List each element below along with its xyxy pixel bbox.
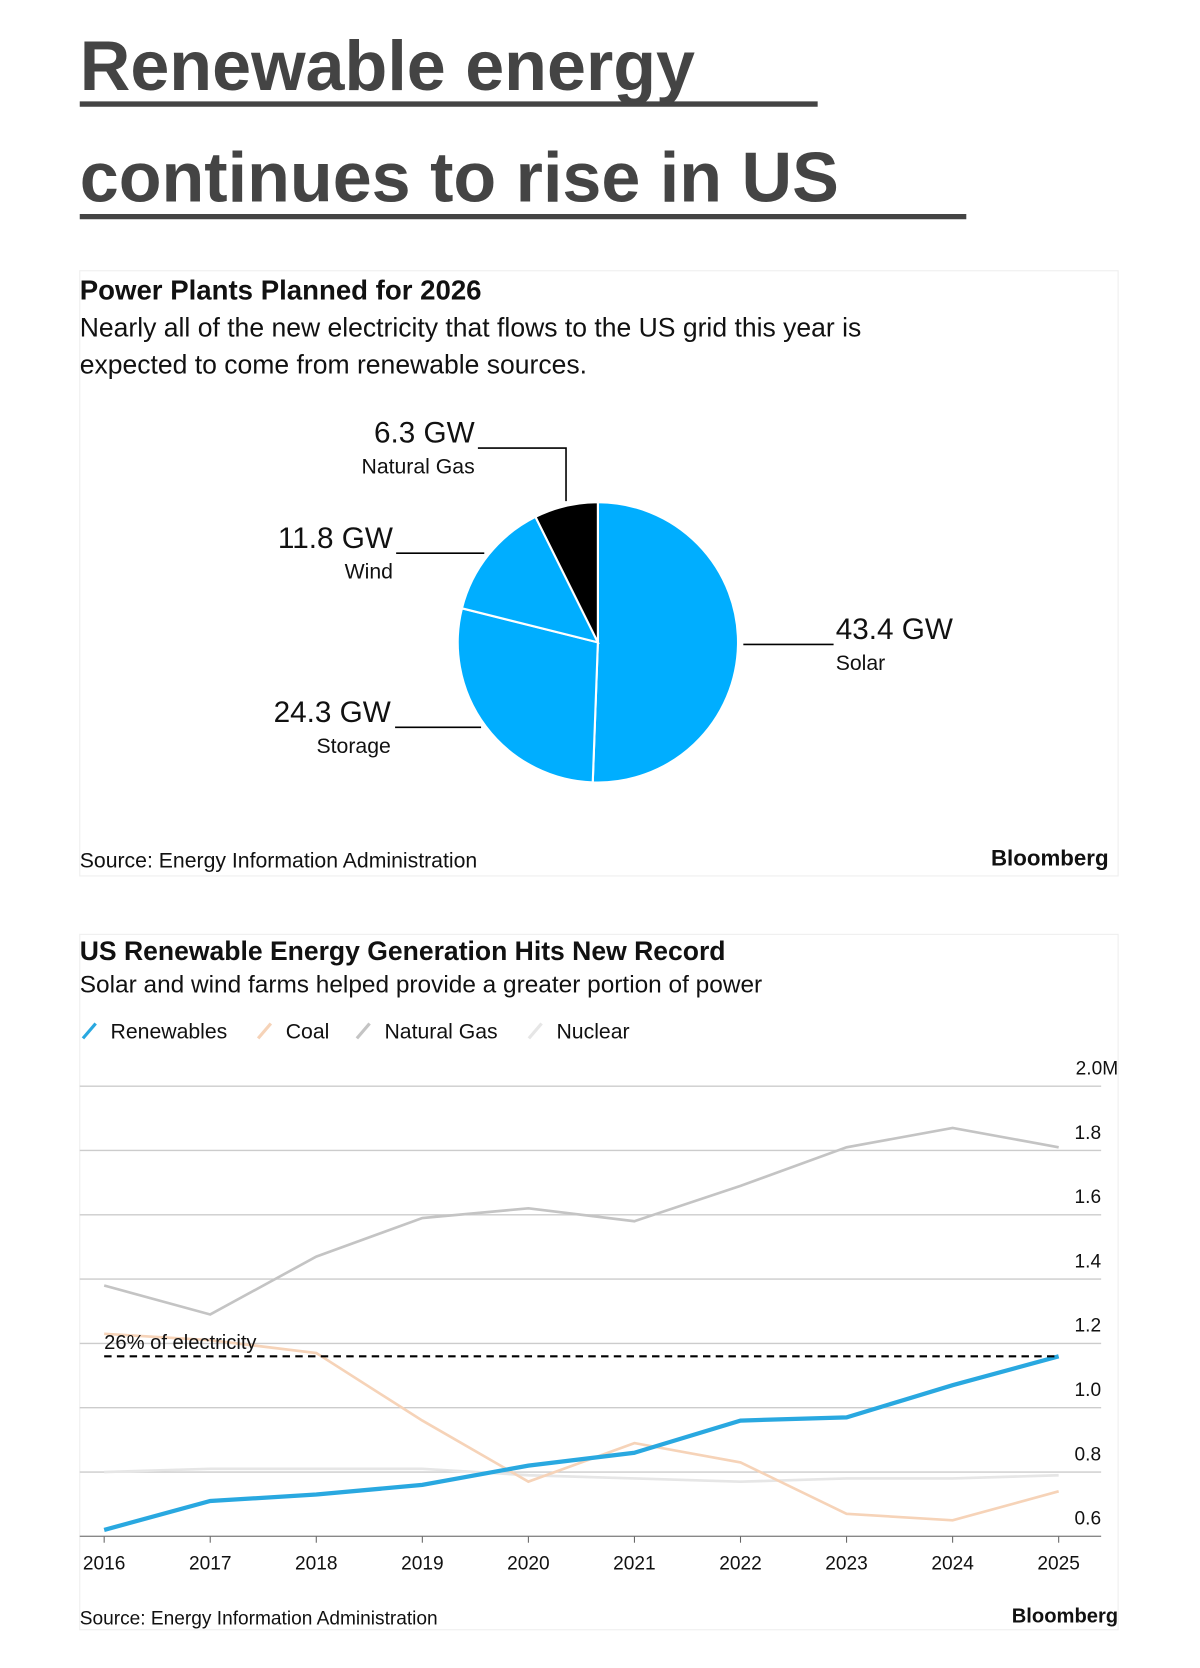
- x-tick-label: 2020: [507, 1553, 550, 1574]
- chart-title: US Renewable Energy Generation Hits New …: [80, 936, 726, 966]
- y-tick-label: 1.8: [1075, 1123, 1102, 1144]
- category-label: Wind: [345, 561, 393, 584]
- value-label: 24.3 GW: [274, 696, 391, 729]
- category-label: Storage: [317, 735, 391, 758]
- x-tick-label: 2024: [931, 1553, 974, 1574]
- series-line: [103, 1126, 1059, 1316]
- chart-subtitle: expected to come from renewable sources.: [80, 350, 587, 380]
- y-tick-label: 1.2: [1075, 1316, 1102, 1337]
- legend-label: Renewables: [111, 1020, 228, 1043]
- credit: Bloomberg: [1012, 1605, 1118, 1627]
- x-tick-label: 2023: [825, 1553, 868, 1574]
- x-tick-label: 2025: [1037, 1553, 1080, 1574]
- legend-swatch: [355, 1022, 371, 1040]
- chart-subtitle: Solar and wind farms helped provide a gr…: [80, 972, 762, 999]
- chart-title: Power Plants Planned for 2026: [80, 274, 482, 305]
- credit: Bloomberg: [991, 845, 1109, 870]
- pie-slice: [456, 607, 599, 784]
- x-tick-label: 2018: [295, 1553, 338, 1574]
- x-tick-label: 2016: [83, 1553, 126, 1574]
- legend-swatch: [527, 1022, 543, 1040]
- annotation-text: 26% of electricity: [104, 1332, 257, 1354]
- pie-slice: [591, 501, 740, 784]
- x-tick-label: 2019: [401, 1553, 444, 1574]
- legend-label: Coal: [286, 1020, 330, 1043]
- y-tick-label: 2.0M: [1076, 1058, 1118, 1079]
- pie-slice: [534, 501, 599, 643]
- value-label: 11.8 GW: [278, 522, 393, 555]
- source: Source: Energy Information Administratio…: [80, 1608, 438, 1629]
- y-tick-label: 0.6: [1075, 1509, 1102, 1530]
- x-tick-label: 2017: [189, 1553, 232, 1574]
- series-line: [104, 1332, 1060, 1522]
- leader-line: [477, 447, 567, 502]
- legend-swatch: [256, 1022, 273, 1040]
- chart-subtitle: Nearly all of the new electricity that f…: [80, 313, 862, 343]
- y-tick-label: 1.0: [1075, 1380, 1102, 1401]
- legend-label: Natural Gas: [384, 1020, 497, 1043]
- value-label: 6.3 GW: [374, 417, 475, 450]
- series-line: [104, 1467, 1059, 1484]
- x-tick-label: 2021: [613, 1553, 656, 1574]
- headline: continues to rise in US: [80, 139, 839, 217]
- y-tick-label: 1.6: [1075, 1187, 1102, 1208]
- y-tick-label: 1.4: [1075, 1251, 1102, 1272]
- x-tick-label: 2022: [719, 1553, 762, 1574]
- legend-label: Nuclear: [556, 1020, 629, 1043]
- card: [79, 270, 1119, 877]
- y-tick-label: 0.8: [1075, 1444, 1102, 1465]
- value-label: 43.4 GW: [836, 613, 953, 646]
- source: Source: Energy Information Administratio…: [80, 849, 477, 872]
- category-label: Solar: [836, 652, 886, 675]
- category-label: Natural Gas: [361, 456, 474, 479]
- headline: Renewable energy: [80, 27, 695, 105]
- legend-swatch: [81, 1022, 97, 1040]
- card: [79, 933, 1119, 1631]
- series-line: [103, 1354, 1060, 1532]
- pie-slice: [460, 515, 600, 644]
